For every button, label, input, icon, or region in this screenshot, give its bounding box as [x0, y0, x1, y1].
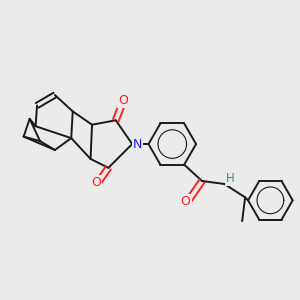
Text: O: O: [118, 94, 128, 107]
Text: H: H: [226, 172, 235, 185]
Text: N: N: [133, 138, 142, 151]
Text: O: O: [181, 195, 190, 208]
Text: O: O: [92, 176, 101, 189]
